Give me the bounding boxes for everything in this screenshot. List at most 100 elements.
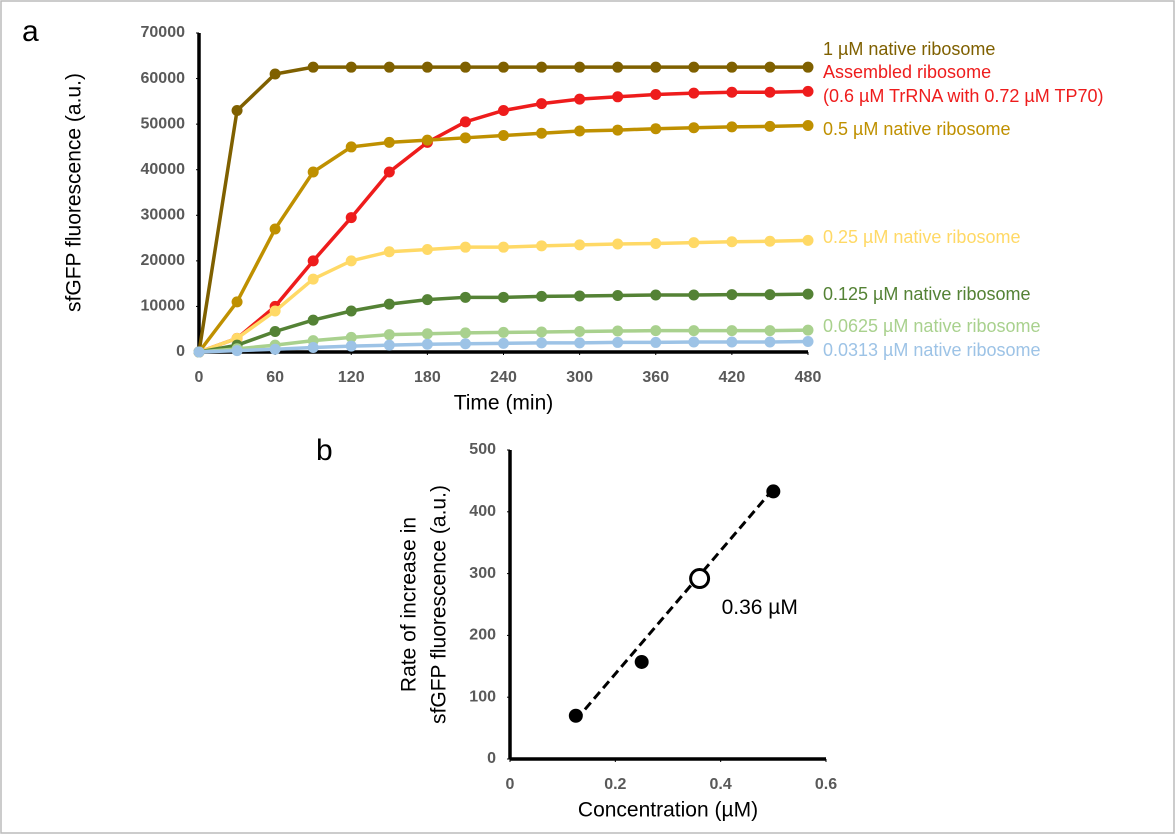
y-tick-label: 0 [176, 343, 185, 360]
data-point [536, 240, 548, 252]
y-tick-label: 300 [469, 565, 496, 582]
data-point [612, 124, 624, 136]
data-point [307, 314, 319, 326]
data-point [574, 325, 586, 337]
series-label: 0.25 µM native ribosome [823, 227, 1020, 247]
data-point [726, 86, 738, 98]
data-point [726, 289, 738, 301]
data-point [802, 85, 814, 97]
data-point [802, 61, 814, 73]
x-tick-label: 240 [490, 369, 517, 386]
data-point [688, 122, 700, 134]
data-point [307, 166, 319, 178]
data-point [764, 120, 776, 132]
x-tick-label: 0 [506, 776, 515, 793]
data-point [269, 68, 281, 80]
data-point [459, 338, 471, 350]
y-tick-label: 60000 [141, 70, 186, 87]
data-point [536, 98, 548, 110]
data-point [383, 61, 395, 73]
data-point [459, 116, 471, 128]
data-point [574, 61, 586, 73]
data-point [345, 141, 357, 153]
data-point [498, 241, 509, 253]
y-tick-label: 400 [469, 503, 496, 520]
data-point [345, 331, 357, 343]
data-point [726, 336, 738, 348]
data-point [307, 273, 319, 285]
data-point [650, 89, 662, 101]
series-label: 1 µM native ribosome [823, 39, 995, 59]
highlight-label: 0.36 µM [722, 596, 798, 619]
data-point [383, 136, 395, 148]
x-tick-label: 0.6 [815, 776, 837, 793]
data-point [688, 61, 700, 73]
data-point [802, 288, 814, 300]
data-point [421, 61, 433, 73]
y-tick-label: 500 [469, 441, 496, 458]
data-point [612, 289, 624, 301]
trendline [574, 487, 775, 722]
y-axis-title: sfGFP fluorescence (a.u.) [428, 485, 451, 724]
data-point [634, 654, 649, 669]
data-point [421, 134, 433, 146]
data-point [764, 235, 776, 247]
data-point [459, 132, 471, 144]
data-point [764, 325, 776, 337]
data-point [459, 241, 471, 253]
data-point [193, 346, 205, 358]
data-point [536, 61, 548, 73]
data-point [383, 298, 395, 310]
data-point [650, 238, 662, 250]
data-point [421, 243, 433, 255]
x-axis-title: Time (min) [454, 392, 554, 415]
data-point [231, 296, 243, 308]
data-point [383, 339, 395, 351]
data-point [688, 87, 700, 99]
data-point [383, 166, 395, 178]
data-point [269, 223, 281, 235]
data-point [612, 336, 624, 348]
data-point [383, 329, 395, 341]
data-point [688, 336, 700, 348]
data-point [269, 343, 281, 355]
y-axis-title: sfGFP fluorescence (a.u.) [63, 73, 86, 312]
y-tick-label: 200 [469, 627, 496, 644]
data-point [269, 305, 281, 317]
y-tick-label: 0 [487, 750, 496, 767]
y-tick-label: 100 [469, 688, 496, 705]
data-point [498, 104, 509, 116]
data-point [307, 61, 319, 73]
data-point [345, 212, 357, 224]
y-tick-label: 50000 [141, 115, 186, 132]
data-point [345, 61, 357, 73]
data-point [498, 61, 509, 73]
data-point [650, 325, 662, 337]
y-tick-label: 20000 [141, 252, 186, 269]
data-point [269, 325, 281, 337]
highlight-point [689, 568, 711, 590]
x-tick-label: 60 [266, 369, 284, 386]
data-point [307, 255, 319, 267]
data-point [688, 289, 700, 301]
data-point [650, 61, 662, 73]
data-point [345, 255, 357, 267]
data-point [536, 290, 548, 302]
data-point [574, 337, 586, 349]
data-point [498, 337, 509, 349]
data-point [421, 338, 433, 350]
x-tick-label: 0.4 [710, 776, 732, 793]
x-axis-title: Concentration (µM) [578, 799, 758, 822]
series-label: Assembled ribosome [823, 62, 991, 82]
data-point [650, 123, 662, 135]
data-point [802, 336, 814, 348]
y-axis-title: Rate of increase in [398, 517, 421, 692]
series-label: 0.0313 µM native ribosome [823, 340, 1041, 360]
panel-label: a [22, 15, 39, 48]
y-tick-label: 70000 [141, 24, 186, 41]
data-point [459, 61, 471, 73]
data-point [568, 708, 583, 723]
series-label: 0.0625 µM native ribosome [823, 316, 1041, 336]
